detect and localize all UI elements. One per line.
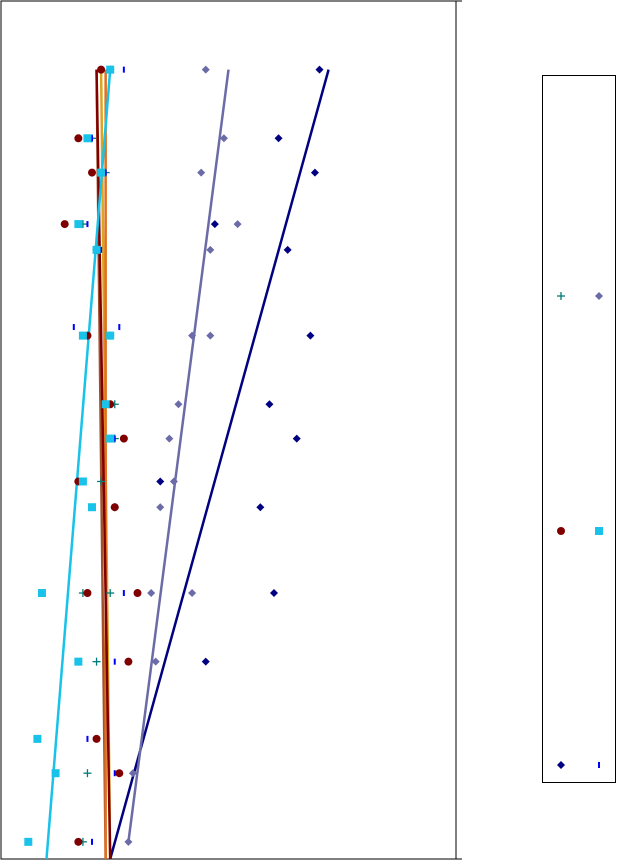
point-cyan-6 bbox=[106, 331, 115, 340]
point-navy-9 bbox=[256, 503, 265, 512]
trend-lines bbox=[45, 69, 330, 860]
point-navy-6 bbox=[265, 400, 274, 409]
point-maroon-10 bbox=[133, 589, 142, 598]
point-cyan-10 bbox=[88, 503, 96, 512]
trend-line-navy bbox=[108, 69, 330, 860]
point-maroon-0 bbox=[97, 65, 106, 74]
point-slate-12 bbox=[147, 589, 156, 598]
trend-line-slate bbox=[127, 69, 230, 843]
legend-marker-2 bbox=[557, 527, 565, 535]
point-cyan-8 bbox=[106, 434, 115, 443]
point-slate-0 bbox=[201, 65, 210, 74]
point-slate-5 bbox=[188, 331, 197, 340]
point-slate-3 bbox=[233, 220, 242, 229]
point-blue-dash-13 bbox=[86, 735, 89, 742]
trend-line-cyan bbox=[45, 69, 112, 860]
point-teal-plus-11 bbox=[106, 589, 115, 598]
point-slate-8 bbox=[165, 434, 174, 443]
point-navy-2 bbox=[310, 168, 319, 177]
point-blue-dash-0 bbox=[122, 66, 125, 73]
point-blue-dash-1 bbox=[91, 135, 93, 142]
legend-marker-5 bbox=[598, 762, 600, 768]
point-maroon-3 bbox=[60, 220, 69, 229]
legend bbox=[542, 75, 616, 783]
point-maroon-12 bbox=[124, 657, 133, 666]
point-cyan-13 bbox=[33, 734, 42, 743]
point-navy-7 bbox=[292, 434, 301, 443]
point-cyan-0 bbox=[106, 65, 115, 74]
point-teal-plus-12 bbox=[92, 657, 101, 666]
legend-marker-1 bbox=[595, 292, 603, 300]
point-cyan-5 bbox=[78, 331, 87, 340]
point-navy-5 bbox=[306, 331, 315, 340]
point-navy-3 bbox=[210, 220, 219, 229]
point-maroon-1 bbox=[74, 134, 83, 143]
point-maroon-14 bbox=[115, 769, 124, 778]
point-navy-8 bbox=[156, 477, 165, 486]
point-navy-4 bbox=[283, 245, 292, 254]
point-slate-13 bbox=[151, 657, 160, 666]
point-cyan-4 bbox=[92, 245, 101, 254]
point-teal-plus-8 bbox=[97, 477, 106, 486]
point-navy-0 bbox=[315, 65, 324, 74]
point-blue-dash-4 bbox=[100, 246, 103, 253]
point-blue-dash-8 bbox=[113, 435, 116, 442]
point-slate-1 bbox=[219, 134, 228, 143]
point-blue-dash-15 bbox=[91, 838, 93, 845]
point-slate-10 bbox=[156, 503, 165, 512]
point-slate-6 bbox=[206, 331, 215, 340]
point-slate-14 bbox=[128, 769, 137, 778]
point-blue-dash-14 bbox=[113, 770, 116, 777]
point-cyan-11 bbox=[37, 589, 46, 598]
point-blue-dash-6 bbox=[118, 324, 121, 331]
point-cyan-2 bbox=[97, 168, 106, 177]
point-blue-dash-12 bbox=[113, 658, 116, 665]
point-maroon-2 bbox=[88, 168, 96, 177]
point-cyan-1 bbox=[83, 134, 92, 143]
point-cyan-15 bbox=[24, 837, 33, 846]
point-cyan-9 bbox=[78, 477, 87, 486]
point-teal-plus-13 bbox=[83, 769, 92, 778]
point-slate-15 bbox=[124, 837, 133, 846]
point-cyan-12 bbox=[74, 657, 83, 666]
point-slate-11 bbox=[188, 589, 197, 598]
point-cyan-3 bbox=[74, 220, 83, 229]
point-navy-10 bbox=[270, 589, 278, 598]
point-slate-7 bbox=[174, 400, 183, 409]
point-maroon-15 bbox=[74, 837, 83, 846]
point-cyan-14 bbox=[51, 769, 60, 778]
legend-marker-3 bbox=[595, 527, 603, 535]
point-blue-dash-3 bbox=[86, 221, 89, 228]
legend-marker-4 bbox=[557, 761, 565, 769]
point-cyan-7 bbox=[101, 400, 110, 409]
point-blue-dash-5 bbox=[72, 324, 75, 331]
point-maroon-7 bbox=[119, 434, 128, 443]
point-blue-dash-2 bbox=[104, 169, 107, 176]
point-maroon-13 bbox=[92, 734, 101, 743]
point-slate-9 bbox=[169, 477, 178, 486]
point-slate-2 bbox=[197, 168, 206, 177]
point-maroon-9 bbox=[110, 503, 119, 512]
point-navy-1 bbox=[274, 134, 283, 143]
legend-marker-0 bbox=[557, 292, 565, 300]
point-slate-4 bbox=[206, 245, 215, 254]
point-blue-dash-11 bbox=[122, 590, 125, 597]
data-markers bbox=[24, 65, 324, 846]
point-navy-11 bbox=[201, 657, 210, 666]
point-maroon-11 bbox=[83, 589, 92, 598]
legend-markers bbox=[557, 292, 603, 769]
